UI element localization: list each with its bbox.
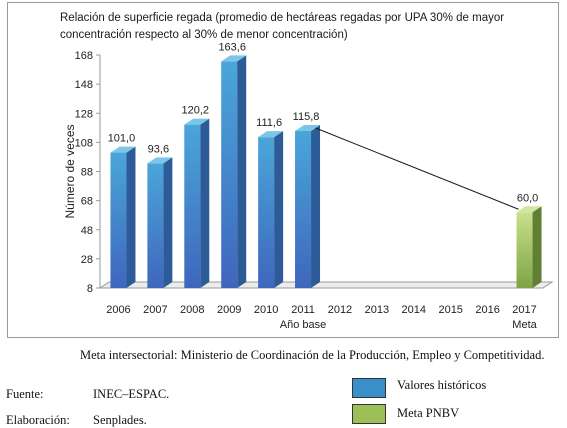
bar-top	[221, 55, 247, 62]
elaboration-value: Senplades.	[93, 413, 147, 427]
data-label: 111,6	[256, 117, 282, 129]
bar-front	[184, 124, 201, 288]
bar-top	[147, 157, 173, 164]
source-value: INEC–ESPAC.	[93, 387, 170, 401]
bar	[147, 157, 173, 288]
x-tick-label: 2012	[328, 304, 352, 316]
bar	[295, 125, 321, 288]
bar-side	[532, 206, 542, 288]
bar-top	[295, 125, 321, 132]
note-text: Meta intersectorial: Ministerio de Coord…	[80, 348, 545, 362]
y-tick-label: 168	[75, 50, 93, 62]
y-tick-label: 8	[87, 283, 93, 295]
bar	[184, 118, 210, 288]
legend-label-historic: Valores históricos	[397, 378, 487, 392]
legend-swatch-historic	[352, 378, 386, 398]
bar-front	[221, 61, 238, 288]
elaboration-label: Elaboración:	[6, 413, 70, 427]
x-tick-label: 2013	[365, 304, 389, 316]
x-tick-label: 2010	[254, 304, 278, 316]
x-tick-label: 2007	[143, 304, 167, 316]
source-label: Fuente:	[6, 387, 44, 401]
bar-top	[110, 146, 136, 153]
x-tick-label: 2014	[402, 304, 426, 316]
chart-frame: Relación de superficie regada (promedio …	[7, 2, 559, 338]
y-tick-label: 108	[75, 137, 93, 149]
x-tick-sublabel: Año base	[280, 319, 326, 331]
bar-top	[184, 118, 210, 125]
data-label: 60,0	[517, 192, 538, 204]
y-tick-label: 48	[81, 225, 93, 237]
y-axis-label: Número de veces	[63, 124, 77, 218]
data-label: 120,2	[182, 105, 210, 117]
bar-side	[200, 118, 210, 288]
bar-top	[516, 206, 542, 213]
bar	[258, 131, 284, 288]
data-label: 115,8	[293, 111, 320, 123]
data-label: 101,0	[108, 133, 136, 145]
trend-line	[315, 127, 519, 210]
bar-side	[126, 146, 136, 288]
bar	[516, 206, 542, 288]
x-tick-label: 2017	[512, 304, 536, 316]
bar-front	[147, 163, 164, 288]
bar-side	[237, 55, 247, 288]
x-tick-label: 2016	[475, 304, 499, 316]
chart-title-line2: concentración respecto al 30% de menor c…	[60, 29, 348, 41]
bar-front	[110, 152, 127, 288]
bar-chart: Relación de superficie regada (promedio …	[60, 12, 554, 331]
y-tick-label: 148	[75, 79, 93, 91]
bar-top	[258, 131, 284, 138]
bar-side	[274, 131, 284, 288]
chart-title-line1: Relación de superficie regada (promedio …	[60, 12, 504, 24]
y-tick-label: 68	[81, 196, 93, 208]
y-tick-label: 88	[81, 167, 93, 179]
bar	[110, 146, 136, 288]
y-tick-label: 128	[75, 108, 93, 120]
bar	[221, 55, 247, 288]
data-label: 93,6	[148, 143, 169, 155]
legend-swatch-goal	[352, 404, 386, 424]
x-tick-sublabel: Meta	[512, 319, 537, 331]
legend-label-goal: Meta PNBV	[397, 406, 460, 420]
y-tick-label: 28	[81, 254, 93, 266]
bar-side	[311, 125, 321, 288]
x-tick-label: 2009	[217, 304, 241, 316]
x-tick-label: 2011	[291, 304, 315, 316]
data-label: 163,6	[218, 41, 246, 53]
bar-front	[516, 212, 533, 288]
x-tick-label: 2015	[438, 304, 462, 316]
bar-front	[258, 137, 275, 288]
bar-front	[295, 131, 312, 288]
x-tick-label: 2006	[106, 304, 130, 316]
x-tick-label: 2008	[180, 304, 204, 316]
bar-side	[163, 157, 173, 288]
